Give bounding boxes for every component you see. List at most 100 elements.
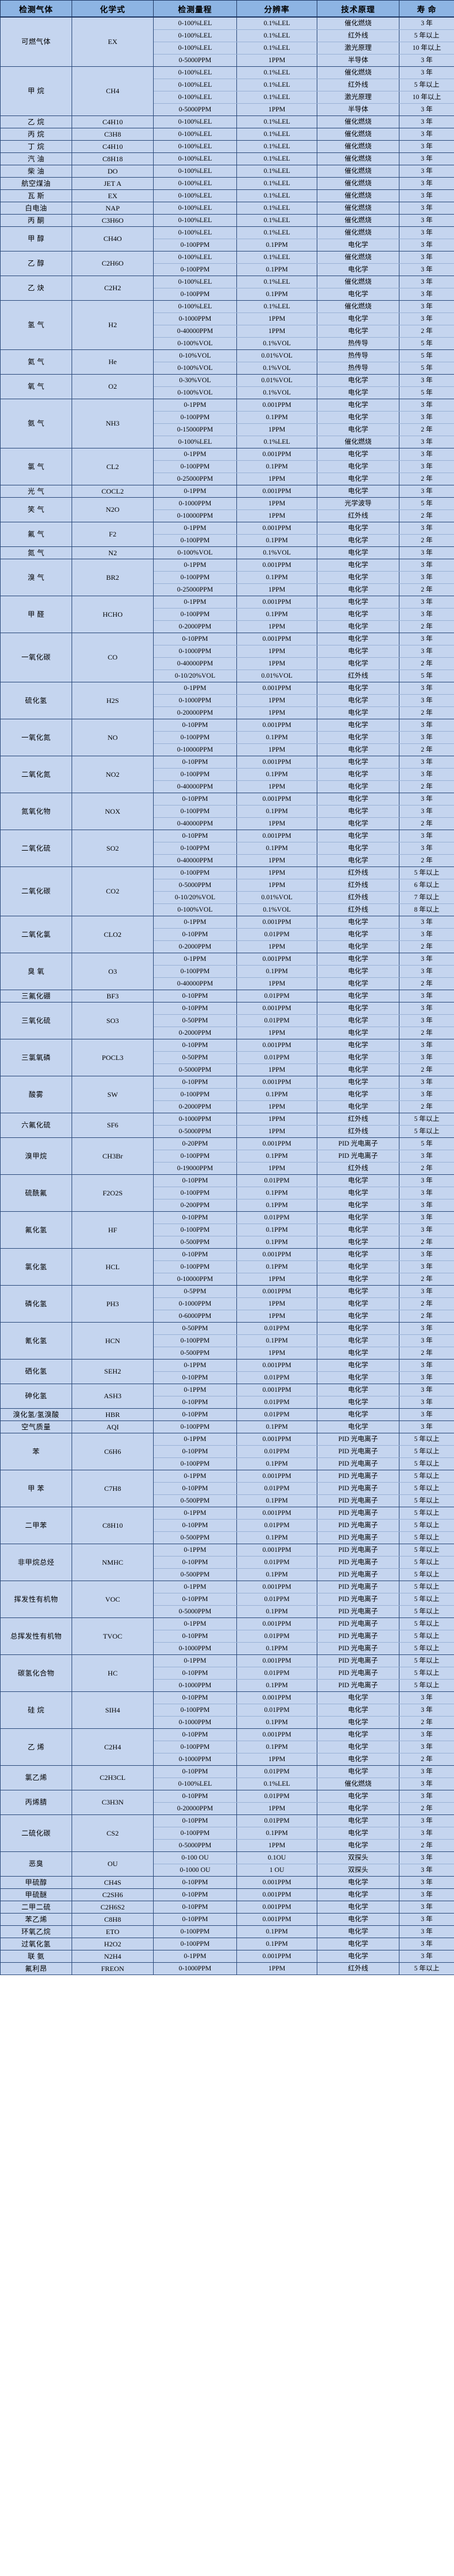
table-row: 0-10PPM 0.01PPM 电化学 3 年: [1, 1396, 454, 1409]
cell-detection-range: 0-1PPM: [153, 1544, 237, 1557]
cell-lifetime: 3 年: [399, 214, 454, 227]
cell-detection-range: 0-100%LEL: [153, 202, 237, 215]
cell-lifetime: 3 年: [399, 830, 454, 842]
cell-detection-range: 0-100PPM: [153, 1420, 237, 1433]
cell-lifetime: 5 年以上: [399, 1531, 454, 1544]
cell-detection-range: 0-25000PPM: [153, 473, 237, 485]
cell-detection-range: 0-1000PPM: [153, 1679, 237, 1692]
cell-detection-range: 0-15000PPM: [153, 423, 237, 436]
cell-detection-range: 0-10000PPM: [153, 743, 237, 756]
cell-chemical-formula: SF6: [72, 1113, 154, 1138]
cell-gas-name: 柴 油: [0, 165, 72, 178]
cell-detection-range: 0-10PPM: [153, 756, 237, 769]
table-row: 氰化氢 HCN 0-50PPM 0.01PPM 电化学 3 年: [0, 1322, 454, 1360]
cell-resolution: 0.001PPM: [236, 1581, 317, 1593]
cell-resolution: 0.1PPM: [236, 1925, 317, 1938]
table-row: 0-1000PPM 1PPM 电化学 3 年: [1, 694, 454, 707]
cell-resolution: 0.1%LEL: [236, 436, 317, 448]
cell-detection-range: 0-1000PPM: [153, 1642, 237, 1655]
table-row: 氮氧化物 NOX 0-10PPM 0.001PPM 电化学 3 年: [0, 793, 454, 830]
cell-lifetime: 3 年: [399, 239, 454, 252]
cell-resolution: 1PPM: [236, 694, 317, 707]
cell-resolution: 0.01PPM: [236, 1371, 317, 1384]
cell-detection-range: 0-2000PPM: [153, 940, 237, 953]
table-row: 丁 烷 C4H10 0-100%LEL 0.1%LEL 催化燃烧 3 年: [0, 140, 454, 153]
cell-resolution: 0.1PPM: [236, 1334, 317, 1347]
cell-detection-range: 0-100%LEL: [153, 165, 237, 178]
cell-resolution: 0.001PPM: [236, 596, 317, 609]
cell-lifetime: 5 年以上: [399, 1482, 454, 1495]
cell-lifetime: 5 年以上: [399, 1581, 454, 1593]
cell-gas-name: 氧 气: [0, 374, 72, 399]
cell-resolution: 1PPM: [236, 817, 317, 830]
cell-technology: 电化学: [317, 1310, 399, 1323]
cell-technology: PID 光电离子: [317, 1445, 399, 1458]
cell-technology: 电化学: [317, 1211, 399, 1224]
table-row: 0-100PPM 0.1PPM 电化学 3 年: [1, 965, 454, 978]
cell-detection-range: 0-100PPM: [153, 1088, 237, 1101]
cell-gas-name: 氯化氢: [0, 1248, 72, 1286]
cell-lifetime: 5 年以上: [399, 1556, 454, 1569]
cell-lifetime: 3 年: [399, 288, 454, 301]
cell-detection-range: 0-1PPM: [153, 1384, 237, 1396]
cell-chemical-formula: SIH4: [72, 1691, 154, 1729]
cell-resolution: 0.001PPM: [236, 399, 317, 412]
cell-chemical-formula: C3H6O: [72, 214, 154, 227]
table-row: 0-40000PPM 1PPM 电化学 2 年: [1, 780, 454, 793]
cell-technology: 电化学: [317, 1716, 399, 1729]
cell-detection-range: 0-10PPM: [153, 1667, 237, 1680]
table-row: 0-50PPM 0.01PPM 电化学 3 年: [1, 1014, 454, 1027]
cell-detection-range: 0-2000PPM: [153, 1027, 237, 1039]
cell-gas-name: 丙 酮: [0, 214, 72, 227]
table-row: 0-100PPM 0.1PPM 电化学 3 年: [1, 842, 454, 855]
cell-resolution: 1PPM: [236, 1802, 317, 1815]
cell-technology: 电化学: [317, 1039, 399, 1052]
cell-technology: 催化燃烧: [317, 436, 399, 448]
cell-technology: 红外线: [317, 670, 399, 682]
cell-resolution: 0.01PPM: [236, 1014, 317, 1027]
table-row: 0-25000PPM 1PPM 电化学 2 年: [1, 583, 454, 596]
cell-detection-range: 0-5PPM: [153, 1285, 237, 1298]
cell-gas-name: 总挥发性有机物: [0, 1617, 72, 1655]
cell-lifetime: 3 年: [399, 485, 454, 498]
cell-resolution: 1PPM: [236, 1162, 317, 1175]
cell-resolution: 0.1PPM: [236, 1642, 317, 1655]
cell-resolution: 1PPM: [236, 583, 317, 596]
cell-lifetime: 5 年以上: [399, 79, 454, 91]
cell-detection-range: 0-50PPM: [153, 1014, 237, 1027]
cell-technology: PID 光电离子: [317, 1544, 399, 1557]
cell-resolution: 1PPM: [236, 743, 317, 756]
cell-detection-range: 0-500PPM: [153, 1236, 237, 1249]
cell-technology: 催化燃烧: [317, 226, 399, 239]
cell-resolution: 1PPM: [236, 1027, 317, 1039]
cell-technology: 电化学: [317, 1827, 399, 1840]
cell-detection-range: 0-2000PPM: [153, 1100, 237, 1113]
cell-resolution: 0.1%LEL: [236, 79, 317, 91]
cell-detection-range: 0-2000PPM: [153, 620, 237, 633]
table-row: 0-10PPM 0.01PPM PID 光电离子 5 年以上: [1, 1482, 454, 1495]
cell-resolution: 0.1%LEL: [236, 226, 317, 239]
cell-technology: 电化学: [317, 1384, 399, 1396]
cell-lifetime: 2 年: [399, 817, 454, 830]
cell-technology: 电化学: [317, 1790, 399, 1803]
cell-resolution: 0.01%VOL: [236, 891, 317, 904]
cell-resolution: 0.1PPM: [236, 263, 317, 276]
table-row: 0-100PPM 0.1PPM 电化学 3 年: [1, 608, 454, 621]
cell-detection-range: 0-10PPM: [153, 1396, 237, 1409]
cell-lifetime: 3 年: [399, 312, 454, 325]
cell-gas-name: 硅 烷: [0, 1691, 72, 1729]
cell-detection-range: 0-40000PPM: [153, 780, 237, 793]
cell-technology: 电化学: [317, 1002, 399, 1015]
cell-resolution: 1PPM: [236, 620, 317, 633]
cell-technology: PID 光电离子: [317, 1470, 399, 1483]
table-row: 磷化氢 PH3 0-5PPM 0.001PPM 电化学 3 年: [0, 1285, 454, 1323]
cell-lifetime: 3 年: [399, 1790, 454, 1803]
table-row: 0-5000PPM 1PPM 红外线 5 年以上: [1, 1125, 454, 1138]
col-header-resolution: 分辨率: [236, 0, 317, 18]
cell-detection-range: 0-10000PPM: [153, 509, 237, 522]
cell-detection-range: 0-100PPM: [153, 1925, 237, 1938]
table-row: 三氯氧磷 POCL3 0-10PPM 0.001PPM 电化学 3 年: [0, 1039, 454, 1076]
cell-chemical-formula: N2: [72, 546, 154, 559]
cell-technology: 红外线: [317, 879, 399, 892]
cell-detection-range: 0-100%LEL: [153, 1778, 237, 1790]
